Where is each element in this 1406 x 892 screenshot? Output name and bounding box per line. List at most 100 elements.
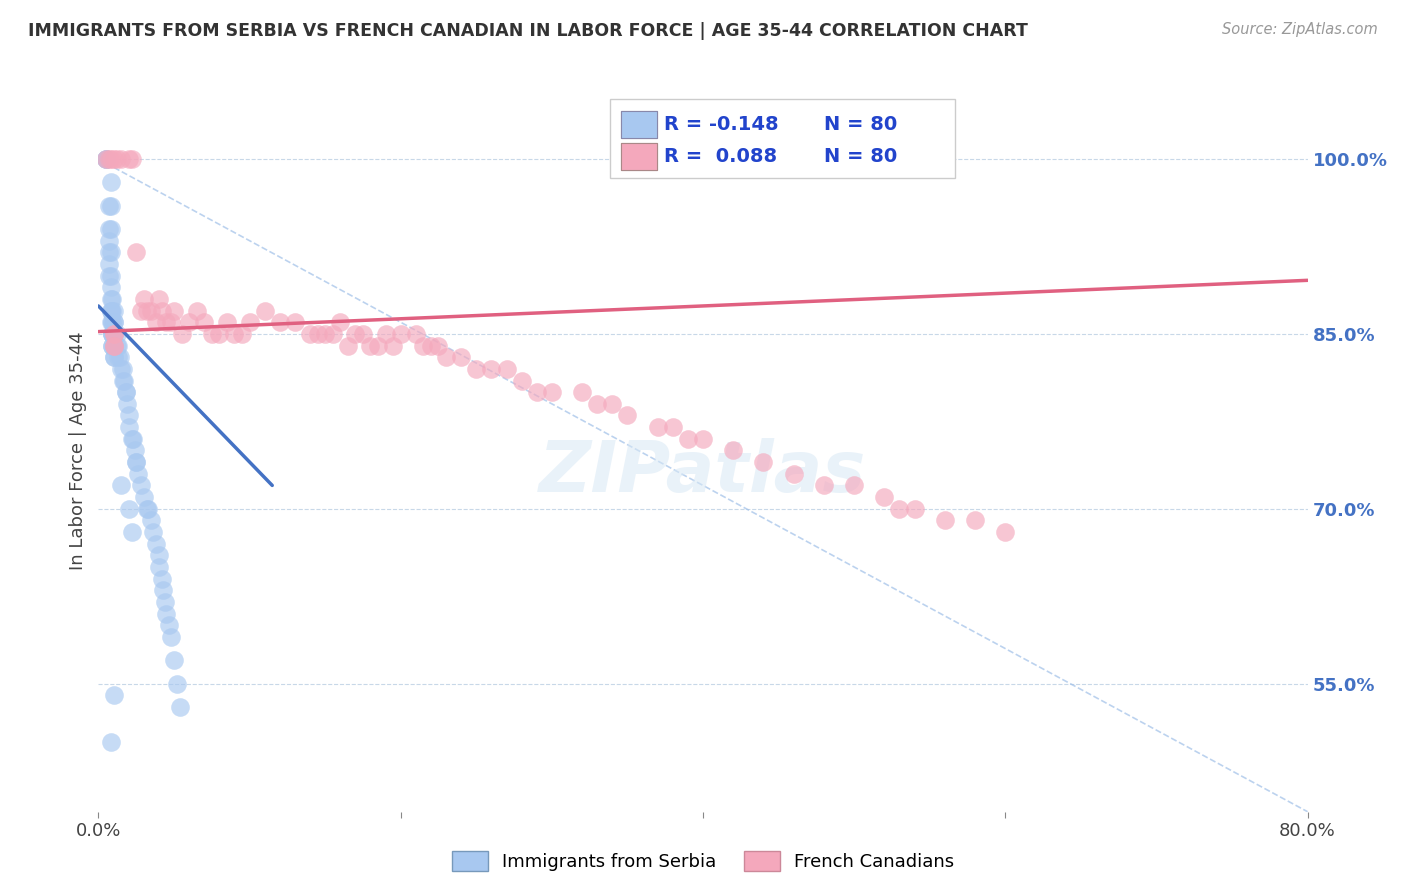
Point <box>253 303 276 318</box>
Point <box>110 152 132 166</box>
Point <box>132 490 155 504</box>
Point <box>169 699 191 714</box>
Point <box>103 152 125 166</box>
Point <box>434 350 457 364</box>
Point <box>135 303 157 318</box>
Legend: Immigrants from Serbia, French Canadians: Immigrants from Serbia, French Canadians <box>444 844 962 879</box>
Point <box>100 199 122 213</box>
FancyBboxPatch shape <box>610 99 955 178</box>
Point <box>98 245 121 260</box>
Point <box>135 501 157 516</box>
Point <box>889 501 911 516</box>
Point <box>103 338 125 352</box>
Point <box>314 326 336 341</box>
Point <box>103 315 125 329</box>
Text: N = 80: N = 80 <box>824 115 897 134</box>
Point <box>100 152 122 166</box>
Point <box>160 630 183 644</box>
Point <box>94 152 117 166</box>
Point <box>352 326 374 341</box>
Point <box>110 478 132 492</box>
FancyBboxPatch shape <box>621 143 657 170</box>
Point <box>121 432 143 446</box>
Point <box>307 326 329 341</box>
Point <box>783 467 806 481</box>
Point <box>647 420 669 434</box>
Point <box>336 338 359 352</box>
Point <box>344 326 367 341</box>
Point <box>101 338 124 352</box>
Text: R =  0.088: R = 0.088 <box>664 147 778 166</box>
Point <box>100 315 122 329</box>
Point <box>101 326 124 341</box>
Point <box>100 176 122 190</box>
Point <box>108 350 131 364</box>
Point <box>103 350 125 364</box>
Point <box>269 315 291 329</box>
Point <box>100 245 122 260</box>
Point <box>103 326 125 341</box>
Point <box>427 338 450 352</box>
Point <box>201 326 224 341</box>
Point <box>844 478 866 492</box>
Point <box>155 607 177 621</box>
Point <box>101 292 124 306</box>
Point <box>125 455 148 469</box>
Point <box>148 560 170 574</box>
Point <box>571 385 593 400</box>
Point <box>111 362 134 376</box>
Text: Source: ZipAtlas.com: Source: ZipAtlas.com <box>1222 22 1378 37</box>
Point <box>465 362 488 376</box>
Point <box>412 338 434 352</box>
Point <box>98 234 121 248</box>
Text: N = 80: N = 80 <box>824 147 897 166</box>
Point <box>103 688 125 702</box>
Point <box>124 443 146 458</box>
Point <box>813 478 835 492</box>
Point <box>155 315 177 329</box>
Point <box>873 490 896 504</box>
Point <box>98 222 121 236</box>
Point <box>114 385 136 400</box>
Point <box>103 303 125 318</box>
Point <box>481 362 503 376</box>
Point <box>616 409 638 423</box>
Point <box>374 326 396 341</box>
Y-axis label: In Labor Force | Age 35-44: In Labor Force | Age 35-44 <box>69 331 87 570</box>
Point <box>170 326 193 341</box>
Point <box>100 292 122 306</box>
Point <box>367 338 389 352</box>
Point <box>105 338 128 352</box>
Point <box>105 152 128 166</box>
Point <box>107 338 129 352</box>
Point <box>495 362 517 376</box>
Point <box>661 420 683 434</box>
Point <box>148 549 170 563</box>
Point <box>121 152 143 166</box>
Point <box>103 338 125 352</box>
Text: R = -0.148: R = -0.148 <box>664 115 779 134</box>
Point <box>152 583 174 598</box>
Point <box>103 350 125 364</box>
Point <box>450 350 472 364</box>
Point <box>215 315 238 329</box>
Point <box>676 432 699 446</box>
Point <box>114 385 136 400</box>
Point <box>103 338 125 352</box>
Point <box>934 513 956 527</box>
Point <box>159 618 181 632</box>
Point <box>186 303 208 318</box>
Point <box>122 432 145 446</box>
Point <box>299 326 322 341</box>
Point <box>127 467 149 481</box>
Point <box>965 513 987 527</box>
Point <box>107 350 129 364</box>
Point <box>100 735 122 749</box>
Point <box>150 303 173 318</box>
Point <box>329 315 352 329</box>
Point <box>94 152 117 166</box>
Point <box>150 572 173 586</box>
Point <box>98 268 121 283</box>
Point <box>100 280 122 294</box>
Point <box>145 315 167 329</box>
